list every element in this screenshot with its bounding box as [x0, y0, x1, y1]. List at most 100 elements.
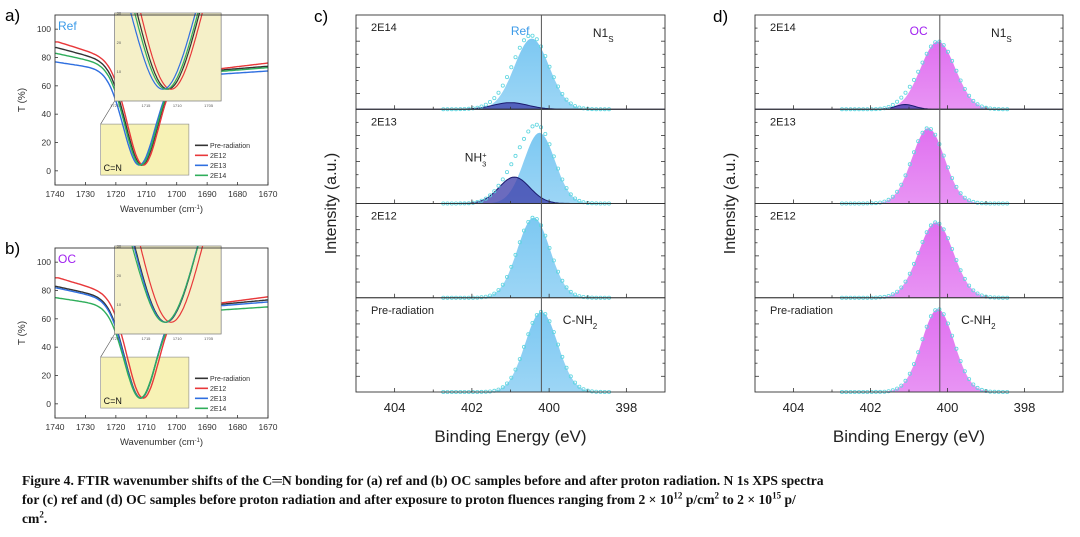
x-tick-label: 1710 [137, 422, 156, 432]
inset-xtick: 1715 [142, 103, 152, 108]
main-peak-fill [356, 311, 665, 392]
data-marker [967, 283, 972, 288]
data-marker [483, 294, 488, 299]
data-marker [483, 102, 488, 107]
core-level-sub: S [1006, 35, 1011, 44]
annotation-sub: 2 [593, 321, 598, 330]
x-axis-label: Wavenumber (cm-1) [120, 437, 203, 448]
data-marker [975, 200, 980, 205]
data-marker [945, 236, 950, 241]
data-marker [916, 350, 921, 355]
subpanel-2E12: 2E12 [355, 203, 666, 300]
main-peak-fill [755, 222, 1063, 298]
data-marker [979, 104, 984, 109]
axes-frame [54, 14, 269, 186]
inset-xtick: 1710 [173, 336, 183, 341]
inset-xtick: 1710 [173, 103, 183, 108]
data-marker [924, 230, 929, 235]
data-marker [958, 78, 963, 83]
x-tick-label: 1740 [46, 189, 65, 199]
series-line-2E13 [54, 61, 269, 166]
annotation-sub: 3 [482, 159, 486, 168]
caption-sup2: 2 [714, 490, 720, 501]
subpanel-label: Pre-radiation [371, 305, 434, 317]
data-marker [517, 45, 522, 50]
x-axis-label: Wavenumber (cm-1) [120, 204, 203, 215]
data-marker [564, 285, 569, 290]
minor-peak-fill [356, 176, 665, 204]
caption-figure-label: Figure 4. [22, 473, 74, 488]
data-marker [573, 196, 578, 201]
annotation-cnh2: C-NH2 [563, 313, 598, 331]
data-marker [890, 102, 895, 107]
data-marker [899, 383, 904, 388]
y-tick-label: 60 [42, 81, 52, 91]
data-marker [912, 77, 917, 82]
data-marker [950, 246, 955, 251]
subpanel-2E14: 2E14 OC N1S [754, 14, 1064, 112]
x-tick-label: 398 [616, 400, 638, 415]
inset-ytick: 30 [117, 11, 122, 16]
panel-label: d) [713, 7, 728, 26]
panel-label: c) [314, 7, 328, 26]
data-marker [560, 177, 565, 182]
x-tick-label: 404 [384, 400, 406, 415]
data-marker [581, 294, 586, 299]
legend-label: 2E13 [210, 396, 226, 403]
data-marker [513, 55, 518, 60]
annotation-sub: 2 [991, 321, 996, 330]
data-marker [487, 100, 492, 105]
subpanel-2E13: 2E13 NH3+ [355, 108, 666, 206]
data-marker [504, 75, 509, 80]
x-tick-label: 1680 [228, 189, 247, 199]
y-tick-label: 20 [42, 138, 52, 148]
data-marker [556, 269, 561, 274]
inset-connector [100, 100, 115, 125]
data-marker [954, 184, 959, 189]
data-marker [483, 196, 488, 201]
figure-caption: Figure 4. FTIR wavenumber shifts of the … [22, 471, 1067, 528]
data-marker [945, 49, 950, 54]
x-tick-label: 1740 [46, 422, 65, 432]
x-tick-label: 398 [1014, 400, 1036, 415]
main-peak-fill [755, 128, 1063, 204]
data-marker [928, 44, 933, 49]
x-axis-label-end: ) [200, 437, 203, 448]
inset-series-2E14 [131, 246, 199, 323]
data-marker [530, 215, 535, 220]
data-marker [912, 150, 917, 155]
caption-sup1: 12 [673, 490, 683, 501]
subpanel-label: 2E14 [371, 22, 397, 34]
data-marker [551, 258, 556, 263]
highlight-label: C=N [104, 163, 122, 173]
data-marker [895, 289, 900, 294]
inset-xtick: 1720 [110, 336, 120, 341]
data-marker [522, 228, 527, 233]
x-tick-label: 1700 [167, 189, 186, 199]
data-marker [899, 285, 904, 290]
data-marker [920, 239, 925, 244]
data-marker [492, 96, 497, 101]
data-marker [581, 387, 586, 392]
y-tick-label: 0 [46, 166, 51, 176]
data-marker [496, 183, 501, 188]
data-marker [509, 264, 514, 269]
data-marker [979, 293, 984, 298]
data-marker [560, 278, 565, 283]
subpanel-2E14: 2E14 Ref N1S [355, 14, 666, 112]
data-marker [924, 324, 929, 329]
data-marker [886, 197, 891, 202]
data-marker [916, 139, 921, 144]
axes-frame [54, 247, 269, 419]
data-marker [903, 279, 908, 284]
x-tick-label: 1710 [137, 189, 156, 199]
data-marker [504, 170, 509, 175]
data-marker [890, 194, 895, 199]
data-marker [971, 382, 976, 387]
data-marker [543, 312, 548, 317]
data-marker [975, 291, 980, 296]
caption-line1: FTIR wavenumber shifts of the C═N bondin… [73, 473, 824, 488]
subpanel-label: 2E12 [770, 211, 796, 223]
data-marker [526, 34, 531, 39]
